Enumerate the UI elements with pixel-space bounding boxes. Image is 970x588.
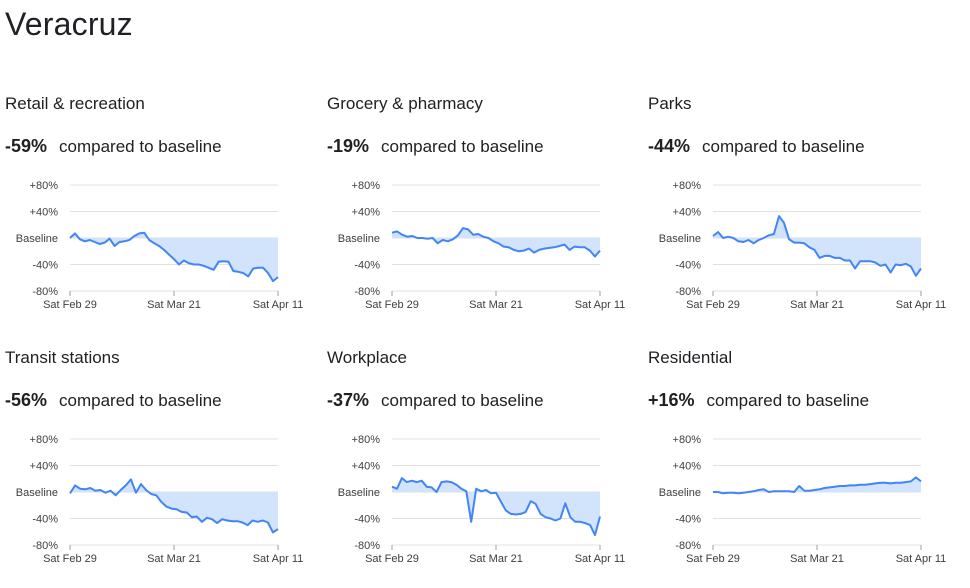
change-suffix: compared to baseline — [59, 391, 222, 410]
panel-transit-stations: Transit stations -56% compared to baselin… — [5, 348, 325, 588]
y-tick-label: -40% — [354, 260, 380, 272]
headline: -44% compared to baseline — [648, 136, 865, 157]
change-suffix: compared to baseline — [702, 137, 865, 156]
x-tick-label: Sat Mar 21 — [469, 553, 523, 565]
change-suffix: compared to baseline — [381, 137, 544, 156]
x-tick-label: Sat Feb 29 — [43, 299, 97, 311]
panel-residential: Residential +16% compared to baseline +80… — [648, 348, 968, 588]
y-tick-label: +40% — [30, 207, 59, 219]
x-tick-label: Sat Mar 21 — [469, 299, 523, 311]
x-tick-label: Sat Apr 11 — [575, 553, 626, 565]
change-percent: -37% — [327, 390, 369, 410]
x-tick-label: Sat Apr 11 — [896, 299, 947, 311]
y-tick-label: +80% — [352, 434, 381, 446]
x-tick-label: Sat Feb 29 — [43, 553, 97, 565]
y-tick-label: -40% — [354, 514, 380, 526]
panel-title: Residential — [648, 348, 732, 368]
change-percent: -56% — [5, 390, 47, 410]
panel-title: Parks — [648, 94, 691, 114]
y-tick-label: +40% — [352, 207, 381, 219]
chart-residential: +80% +40% Baseline -40% -80%Sat Feb 29 Sat Ma… — [648, 418, 958, 568]
y-tick-label: -40% — [32, 260, 58, 272]
headline: +16% compared to baseline — [648, 390, 869, 411]
x-tick-label: Sat Feb 29 — [686, 299, 740, 311]
y-tick-label: Baseline — [659, 233, 701, 245]
change-percent: -59% — [5, 136, 47, 156]
x-tick-label: Sat Apr 11 — [575, 299, 626, 311]
chart-grocery-pharmacy: +80% +40% Baseline -40% -80%Sat Feb 29 Sat Ma… — [327, 164, 637, 314]
panel-title: Grocery & pharmacy — [327, 94, 483, 114]
area-fill — [392, 478, 600, 535]
x-tick-label: Sat Mar 21 — [147, 553, 201, 565]
y-tick-label: -80% — [32, 286, 58, 298]
change-suffix: compared to baseline — [381, 391, 544, 410]
change-suffix: compared to baseline — [707, 391, 870, 410]
y-tick-label: -80% — [675, 286, 701, 298]
y-tick-label: -80% — [354, 286, 380, 298]
area-fill — [713, 216, 921, 276]
area-fill — [70, 233, 278, 281]
y-tick-label: +80% — [352, 180, 381, 192]
area-fill — [713, 477, 921, 493]
x-tick-label: Sat Mar 21 — [790, 299, 844, 311]
y-tick-label: -80% — [32, 540, 58, 552]
x-tick-label: Sat Mar 21 — [790, 553, 844, 565]
y-tick-label: +40% — [352, 461, 381, 473]
x-tick-label: Sat Apr 11 — [253, 299, 304, 311]
panel-parks: Parks -44% compared to baseline +80% +40% B… — [648, 94, 968, 334]
y-tick-label: -40% — [32, 514, 58, 526]
x-tick-label: Sat Feb 29 — [686, 553, 740, 565]
panel-grocery-pharmacy: Grocery & pharmacy -19% compared to basel… — [327, 94, 647, 334]
y-tick-label: Baseline — [338, 233, 380, 245]
headline: -37% compared to baseline — [327, 390, 544, 411]
y-tick-label: Baseline — [16, 233, 58, 245]
y-tick-label: +40% — [673, 207, 702, 219]
y-tick-label: -80% — [354, 540, 380, 552]
change-percent: -19% — [327, 136, 369, 156]
panel-title: Transit stations — [5, 348, 120, 368]
panel-retail-recreation: Retail & recreation -59% compared to base… — [5, 94, 325, 334]
chart-workplace: +80% +40% Baseline -40% -80%Sat Feb 29 Sat Ma… — [327, 418, 637, 568]
change-percent: +16% — [648, 390, 695, 410]
y-tick-label: +80% — [673, 434, 702, 446]
x-tick-label: Sat Feb 29 — [365, 299, 419, 311]
y-tick-label: +80% — [30, 180, 59, 192]
headline: -59% compared to baseline — [5, 136, 222, 157]
y-tick-label: Baseline — [338, 487, 380, 499]
y-tick-label: -40% — [675, 514, 701, 526]
x-tick-label: Sat Feb 29 — [365, 553, 419, 565]
x-tick-label: Sat Apr 11 — [253, 553, 304, 565]
panel-title: Retail & recreation — [5, 94, 145, 114]
chart-transit-stations: +80% +40% Baseline -40% -80%Sat Feb 29 Sat Ma… — [5, 418, 315, 568]
y-tick-label: +40% — [673, 461, 702, 473]
y-tick-label: +40% — [30, 461, 59, 473]
panel-title: Workplace — [327, 348, 407, 368]
headline: -56% compared to baseline — [5, 390, 222, 411]
chart-retail-recreation: +80% +40% Baseline -40% -80%Sat Feb 29 Sat Ma… — [5, 164, 315, 314]
y-tick-label: -40% — [675, 260, 701, 272]
y-tick-label: Baseline — [16, 487, 58, 499]
change-suffix: compared to baseline — [59, 137, 222, 156]
page-title: Veracruz — [5, 6, 133, 43]
y-tick-label: Baseline — [659, 487, 701, 499]
panel-workplace: Workplace -37%compared to baseline +80%+… — [327, 348, 647, 588]
change-percent: -44% — [648, 136, 690, 156]
x-tick-label: Sat Mar 21 — [147, 299, 201, 311]
headline: -19% compared to baseline — [327, 136, 544, 157]
x-tick-label: Sat Apr 11 — [896, 553, 947, 565]
y-tick-label: +80% — [673, 180, 702, 192]
chart-parks: +80% +40% Baseline -40% -80%Sat Feb 29 Sat Ma… — [648, 164, 958, 314]
y-tick-label: +80% — [30, 434, 59, 446]
y-tick-label: -80% — [675, 540, 701, 552]
